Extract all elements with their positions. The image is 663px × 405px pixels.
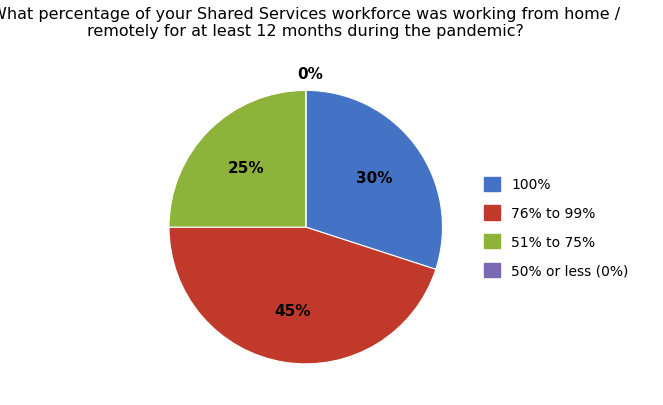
Text: 30%: 30%: [356, 171, 392, 185]
Text: 45%: 45%: [274, 304, 311, 319]
Wedge shape: [169, 91, 306, 228]
Legend: 100%, 76% to 99%, 51% to 75%, 50% or less (0%): 100%, 76% to 99%, 51% to 75%, 50% or les…: [483, 177, 629, 278]
Text: 0%: 0%: [297, 67, 323, 82]
Text: 25%: 25%: [227, 160, 264, 175]
Wedge shape: [169, 228, 436, 364]
Title: What percentage of your Shared Services workforce was working from home /
remote: What percentage of your Shared Services …: [0, 7, 621, 39]
Wedge shape: [306, 91, 442, 270]
